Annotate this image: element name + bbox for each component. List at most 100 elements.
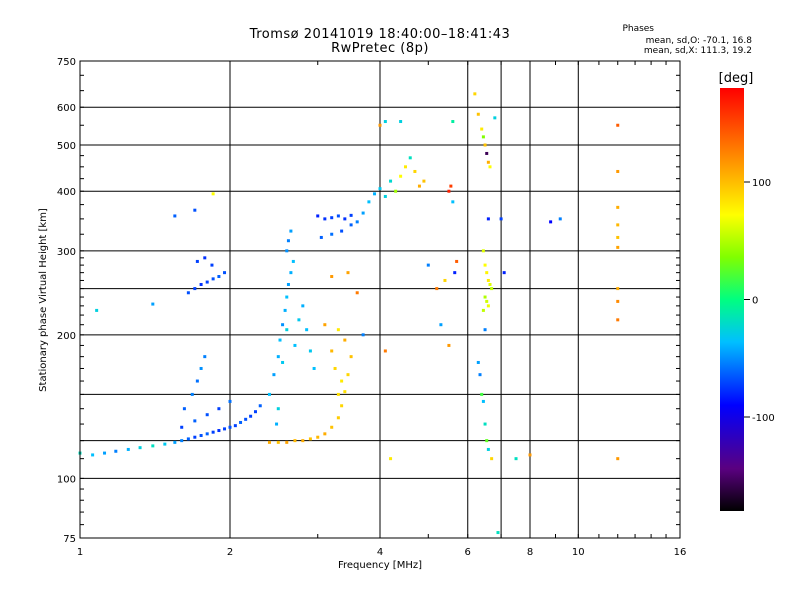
x-tick-label: 2 xyxy=(227,547,233,558)
echo-point xyxy=(182,407,186,411)
x-tick-labels: 1 2 4 6 8 10 16 xyxy=(77,61,687,558)
echo-point xyxy=(378,187,382,191)
echo-point xyxy=(267,392,271,396)
echo-point xyxy=(413,169,417,173)
echo-point xyxy=(195,379,199,383)
colorbar-tick-label: -100 xyxy=(752,413,775,424)
echo-point xyxy=(383,349,387,353)
echo-point xyxy=(173,440,177,444)
echo-point xyxy=(138,446,142,450)
echo-point xyxy=(244,417,248,421)
echo-point xyxy=(330,232,334,236)
echo-point xyxy=(486,160,490,164)
echo-point xyxy=(616,223,620,227)
echo-point xyxy=(323,323,327,327)
echo-point xyxy=(253,410,257,414)
echo-point xyxy=(308,349,312,353)
echo-point xyxy=(289,271,293,275)
echo-point xyxy=(330,216,334,220)
echo-point xyxy=(528,453,532,457)
echo-point xyxy=(483,295,487,299)
echo-point xyxy=(486,278,490,282)
echo-point xyxy=(435,287,439,291)
echo-point xyxy=(286,239,290,243)
echo-point xyxy=(336,328,340,332)
echo-point xyxy=(297,318,301,322)
y-axis-label: Stationary phase Virtual Height [km] xyxy=(38,208,49,392)
echo-point xyxy=(276,355,280,359)
echo-point xyxy=(301,304,305,308)
echo-point xyxy=(205,280,209,284)
echo-point xyxy=(481,399,485,403)
echo-point xyxy=(316,435,320,439)
echo-point xyxy=(126,447,130,451)
echo-point xyxy=(249,414,253,418)
echo-point xyxy=(447,343,451,347)
echo-point xyxy=(493,116,497,120)
echo-point xyxy=(481,308,485,312)
x-tick-label: 16 xyxy=(674,547,687,558)
colorbar-ticks: 100 0 -100 xyxy=(744,178,775,424)
echo-point xyxy=(483,143,487,147)
echo-point xyxy=(330,275,334,279)
echo-point xyxy=(308,437,312,441)
echo-point xyxy=(276,407,280,411)
echo-point xyxy=(383,194,387,198)
echo-point xyxy=(417,184,421,188)
echo-point xyxy=(439,323,443,327)
echo-point xyxy=(549,220,553,224)
y-tick-label: 75 xyxy=(63,534,76,545)
echo-point xyxy=(278,338,282,342)
echo-point xyxy=(285,295,289,299)
echo-point xyxy=(285,440,289,444)
echo-point xyxy=(488,282,492,286)
echo-point xyxy=(293,439,297,443)
echo-point xyxy=(367,200,371,204)
echo-point xyxy=(343,390,347,394)
echo-point xyxy=(488,165,492,169)
x-tick-label: 6 xyxy=(465,547,471,558)
echo-point xyxy=(312,366,316,370)
echo-point xyxy=(355,220,359,224)
echo-point xyxy=(453,271,457,275)
echo-point xyxy=(485,439,489,443)
echo-point xyxy=(151,444,155,448)
echo-point xyxy=(389,457,393,461)
echo-point xyxy=(343,338,347,342)
y-tick-label: 400 xyxy=(57,187,76,198)
echo-point xyxy=(373,192,377,196)
chart-title: Tromsø 20141019 18:40:00–18:41:43 xyxy=(249,27,511,42)
echo-point xyxy=(316,214,320,218)
echo-point xyxy=(349,223,353,227)
echo-point xyxy=(480,392,484,396)
echo-point xyxy=(205,413,209,417)
echo-point xyxy=(336,392,340,396)
echo-point xyxy=(389,179,393,183)
echo-point xyxy=(340,404,344,408)
echo-point xyxy=(203,256,207,260)
echo-point xyxy=(485,151,489,155)
echo-point xyxy=(426,263,430,267)
echo-point xyxy=(217,429,221,433)
echo-point xyxy=(346,271,350,275)
echo-point xyxy=(616,299,620,303)
echo-point xyxy=(499,217,503,221)
echo-point xyxy=(476,360,480,364)
echo-point xyxy=(203,355,207,359)
echo-point xyxy=(180,425,184,429)
echo-point xyxy=(394,189,398,193)
colorbar-tick-label: 0 xyxy=(752,296,758,307)
plot-grid xyxy=(80,61,680,538)
echo-point xyxy=(480,127,484,131)
echo-point xyxy=(217,275,221,279)
echo-point xyxy=(558,217,562,221)
echo-point xyxy=(281,360,285,364)
echo-point xyxy=(283,308,287,312)
echo-point xyxy=(186,437,190,441)
echo-point xyxy=(486,304,490,308)
echo-point xyxy=(403,165,407,169)
echo-point xyxy=(451,120,455,124)
y-tick-labels: 75 100 200 300 400 500 600 750 xyxy=(57,57,680,545)
echo-point xyxy=(205,432,209,436)
